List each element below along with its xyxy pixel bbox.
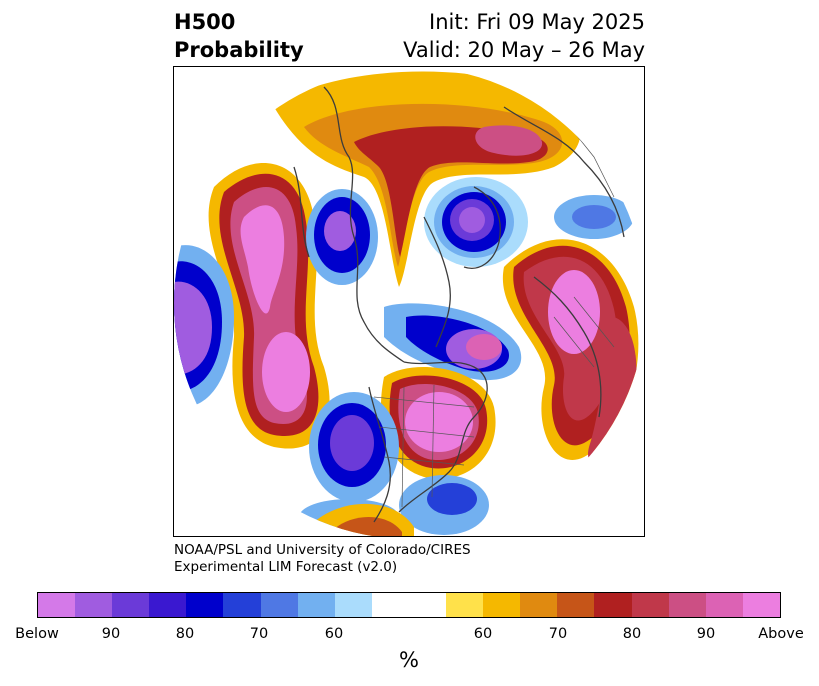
credit-line-1: NOAA/PSL and University of Colorado/CIRE… <box>174 542 471 558</box>
title-variable: H500 <box>174 10 236 34</box>
anomaly-namerica-positive <box>380 367 496 479</box>
colorbar-tick-label: 70 <box>249 626 269 642</box>
anomaly-arctic-positive <box>274 71 581 287</box>
anomaly-greenland-negative <box>424 177 634 267</box>
coastlines <box>293 86 625 523</box>
colorbar-cell <box>668 593 706 617</box>
anomaly-alaska-negative <box>306 189 378 285</box>
colorbar-tick-label: 70 <box>548 626 568 642</box>
colorbar-cell <box>557 593 595 617</box>
colorbar-cell <box>408 593 447 617</box>
colorbar-cell <box>297 593 335 617</box>
colorbar-cell <box>631 593 669 617</box>
colorbar-cell <box>742 593 780 617</box>
map-title: H500 Probability <box>174 8 304 64</box>
colorbar-tick-label: 90 <box>696 626 716 642</box>
credit-text: NOAA/PSL and University of Colorado/CIRE… <box>174 542 471 576</box>
colorbar-tick-label: 90 <box>101 626 121 642</box>
colorbar-tick-label: 80 <box>175 626 195 642</box>
colorbar-cell <box>334 593 372 617</box>
title-quantity: Probability <box>174 38 304 62</box>
colorbar-cell <box>446 593 484 617</box>
init-date: Init: Fri 09 May 2025 <box>429 10 645 34</box>
credit-line-2: Experimental LIM Forecast (v2.0) <box>174 559 398 575</box>
colorbar-cell <box>371 593 409 617</box>
colorbar-cell <box>223 593 261 617</box>
colorbar-tick-label: 60 <box>324 626 344 642</box>
colorbar-cell <box>75 593 113 617</box>
valid-range: Valid: 20 May – 26 May <box>403 38 645 62</box>
colorbar-tick-label: Below <box>15 626 59 642</box>
colorbar-cell <box>186 593 224 617</box>
anomaly-south-positive <box>314 503 414 536</box>
colorbar-cell <box>260 593 298 617</box>
colorbar-cell <box>594 593 632 617</box>
colorbar-cell <box>112 593 150 617</box>
colorbar-tick-label: Above <box>758 626 804 642</box>
anomaly-far-west-negative <box>174 245 234 407</box>
probability-map-svg <box>174 67 644 536</box>
anomaly-pacific-positive <box>208 163 330 449</box>
colorbar-cell <box>149 593 187 617</box>
colorbar-cell <box>520 593 558 617</box>
colorbar-cell <box>483 593 521 617</box>
colorbar-cell <box>38 593 76 617</box>
anomaly-mexico-negative <box>299 392 489 535</box>
polar-map <box>173 66 645 537</box>
colorbar-unit: % <box>399 648 419 672</box>
colorbar-tick-label: 80 <box>622 626 642 642</box>
anomaly-central-negative <box>384 303 522 381</box>
colorbar <box>37 592 781 618</box>
forecast-dates: Init: Fri 09 May 2025 Valid: 20 May – 26… <box>403 8 645 64</box>
colorbar-cell <box>705 593 743 617</box>
colorbar-tick-label: 60 <box>473 626 493 642</box>
